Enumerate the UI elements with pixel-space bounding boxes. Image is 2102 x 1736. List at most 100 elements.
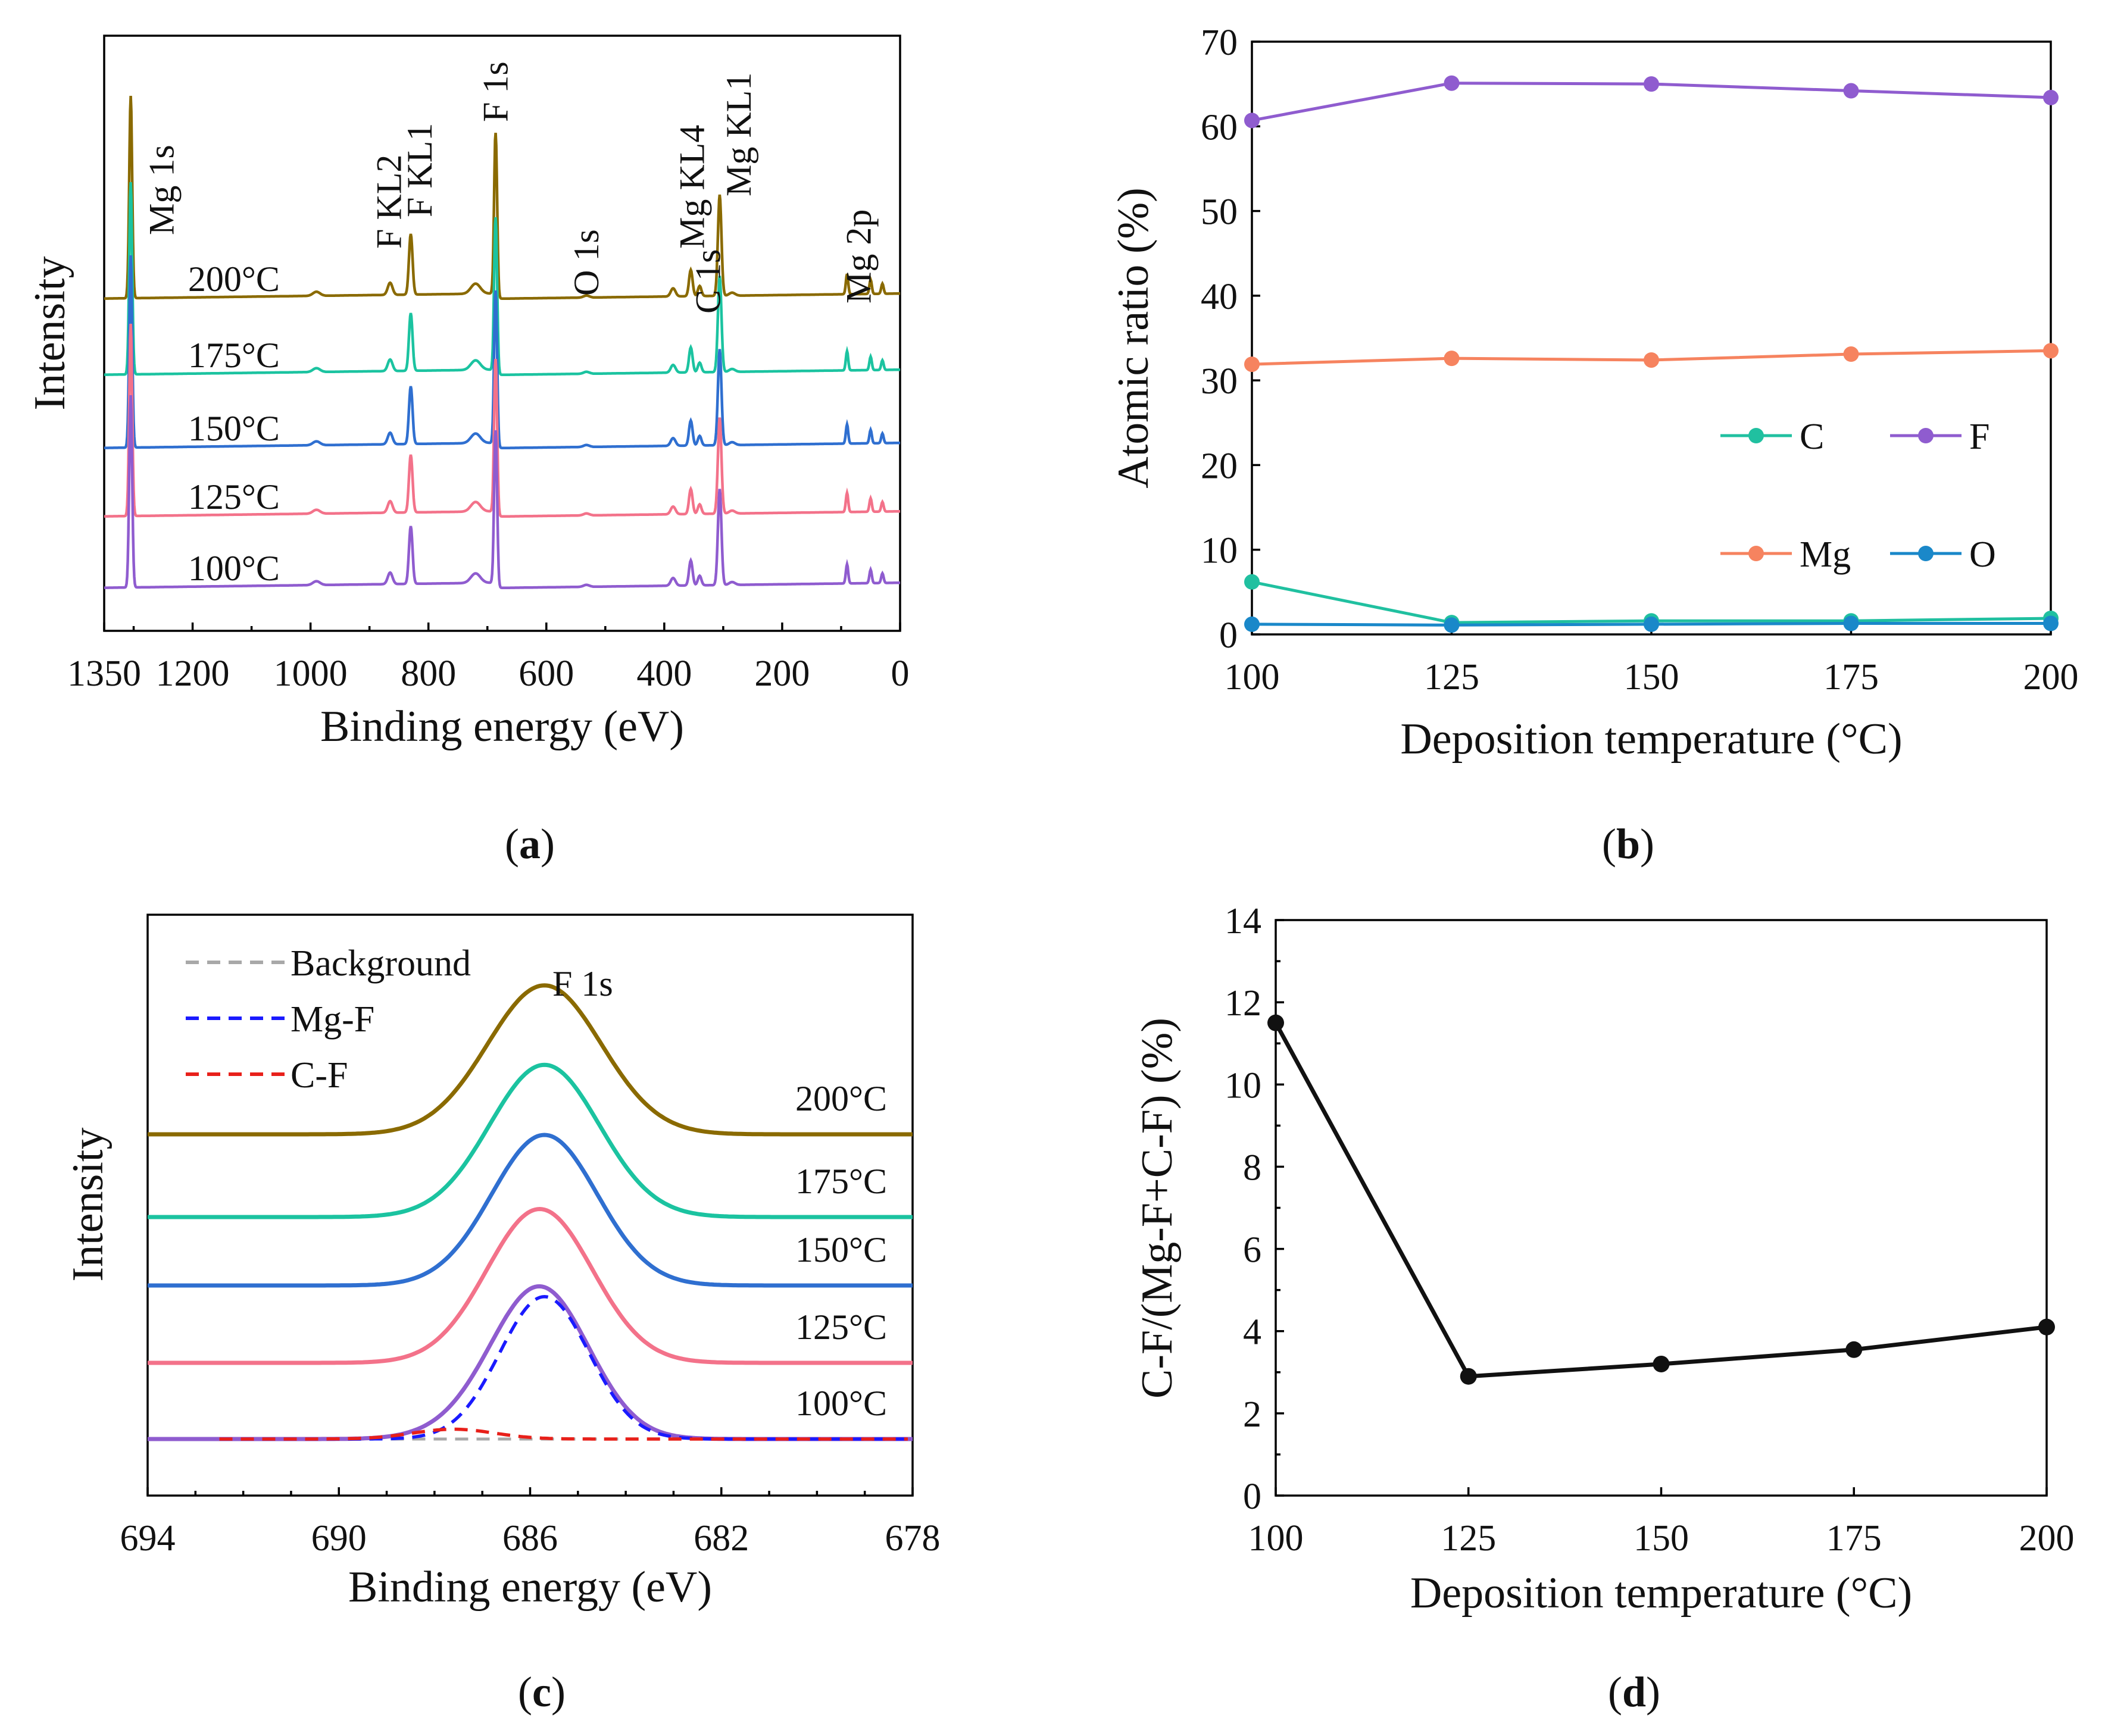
peak-label: Mg KL4 [672,125,711,249]
legend-label: F [1969,417,1989,457]
x-tick-label: 100 [1248,1518,1304,1559]
spectrum-100C [104,395,900,590]
x-tick-label: 200 [2019,1518,2075,1559]
y-tick-label: 30 [1201,361,1238,402]
y-tick-label: 4 [1243,1312,1261,1353]
legend-label: O [1969,534,1996,575]
y-tick-label: 20 [1201,446,1238,486]
data-point-O [1444,617,1460,633]
legend-marker [1748,546,1764,561]
y-tick-label: 0 [1243,1477,1261,1517]
x-tick-label: 1000 [274,653,348,694]
y-tick-label: 0 [1219,615,1238,656]
panel-label: (a) [505,820,555,868]
series-line-cf-ratio [1273,1022,2047,1379]
plot-frame-d [1275,919,2048,1497]
data-point-F [1244,112,1260,129]
peak-label: Mg 1s [142,145,182,235]
data-point-cf-ratio [2038,1318,2055,1335]
x-tick-label: 175 [1826,1518,1882,1559]
x-axis-label: Deposition temperature (°C) [1410,1569,1912,1618]
x-tick-label: 0 [891,653,910,694]
x-tick-label: 200 [754,653,810,694]
y-tick-label: 70 [1201,23,1238,63]
data-point-cf-ratio [1845,1341,1863,1358]
temperature-label: 200°C [188,259,280,299]
data-point-O [1843,615,1859,631]
y-axis-label: C-F/(Mg-F+C-F) (%) [1133,1018,1182,1399]
x-tick-label: 1200 [156,653,230,694]
x-tick-label: 150 [1633,1518,1689,1559]
temperature-label: 125°C [795,1308,887,1347]
y-tick-label: 10 [1201,531,1238,571]
data-point-F [1644,76,1659,92]
y-tick-label: 10 [1225,1065,1261,1106]
peak-label: C 1s [689,249,728,314]
y-tick-label: 2 [1243,1394,1261,1435]
data-point-Mg [1244,356,1260,373]
y-tick-label: 50 [1201,192,1238,233]
peak-label: O 1s [567,229,606,296]
data-point-cf-ratio [1653,1355,1670,1372]
peak-label: F 1s [552,964,613,1003]
data-point-Mg [2043,343,2059,359]
temperature-label: 150°C [795,1230,887,1269]
temperature-label: 150°C [188,409,280,448]
x-axis-label: Binding energy (eV) [348,1563,712,1612]
spectrum-200C [148,983,913,1137]
x-tick-label: 150 [1624,657,1679,697]
plot-frame-a [103,35,901,632]
legend-label: C-F [291,1055,348,1096]
y-tick-label: 12 [1225,983,1261,1024]
data-point-F [1444,75,1460,91]
x-tick-label: 175 [1823,657,1879,697]
data-point-cf-ratio [1267,1014,1284,1031]
legend-label: Background [291,943,471,984]
data-point-F [2043,89,2059,105]
legend-label: C [1800,417,1824,457]
x-tick-label: 678 [885,1518,941,1559]
x-tick-label: 100 [1225,657,1280,697]
panel-letter: a [519,820,541,868]
y-tick-label: 6 [1243,1230,1261,1271]
x-axis-label: Deposition temperature (°C) [1400,715,1902,764]
spectrum-125C [148,1206,913,1365]
spectrum-175C [104,182,900,377]
temperature-label: 100°C [795,1384,887,1423]
peak-label: Mg 2p [839,209,879,304]
x-tick-label: 200 [2023,657,2079,697]
x-tick-label: 686 [502,1518,558,1559]
spectrum-150C [104,255,900,450]
x-axis-label: Binding energy (eV) [320,702,684,751]
panel-letter: b [1616,820,1640,868]
temperature-label: 100°C [188,549,280,588]
legend-label: Mg-F [291,999,374,1040]
peak-label: F KL2 [369,155,408,249]
data-point-O [1244,616,1260,632]
y-tick-label: 8 [1243,1147,1261,1188]
data-point-O [1644,616,1659,632]
spectrum-150C [148,1133,913,1288]
spectrum-125C [104,324,900,518]
x-tick-label: 125 [1424,657,1479,697]
fit-C-F [219,1427,908,1441]
panel-label: (d) [1608,1668,1660,1716]
temperature-label: 125°C [188,477,280,517]
y-tick-label: 40 [1201,277,1238,317]
data-point-F [1843,83,1859,99]
x-tick-label: 1350 [67,653,141,694]
x-tick-label: 694 [120,1518,176,1559]
panel-letter: d [1622,1668,1646,1716]
data-point-cf-ratio [1460,1368,1477,1385]
x-tick-label: 400 [636,653,692,694]
data-point-C [1244,574,1260,590]
peak-label: F KL1 [400,123,439,217]
panel-label: (b) [1602,820,1654,868]
legend-marker [1918,428,1934,443]
x-tick-label: 800 [401,653,456,694]
temperature-label: 175°C [188,336,280,375]
x-tick-label: 125 [1441,1518,1496,1559]
temperature-label: 175°C [795,1162,887,1201]
y-axis-label: Intensity [64,1128,113,1282]
